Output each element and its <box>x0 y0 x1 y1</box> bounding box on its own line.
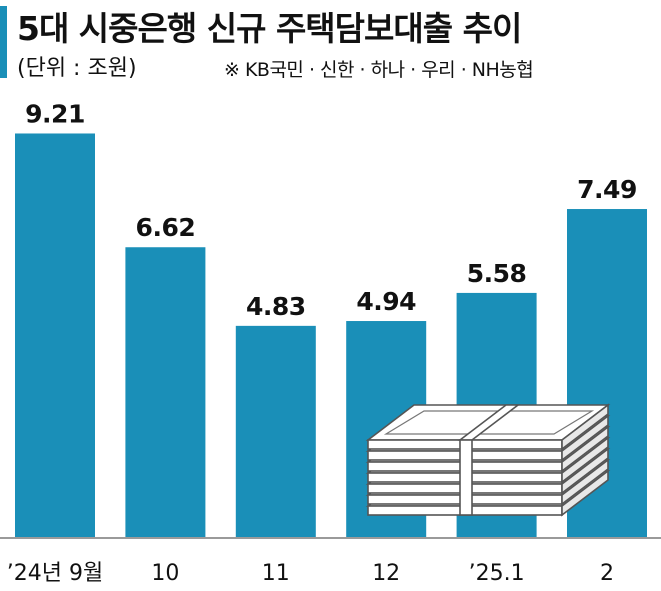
x-tick-label-3: 12 <box>372 561 400 586</box>
banknote-side <box>561 469 609 517</box>
bar-value-label-4: 5.58 <box>467 259 527 288</box>
x-tick-label-1: 10 <box>151 561 179 586</box>
bar-value-label-0: 9.21 <box>25 99 85 128</box>
bar-value-label-1: 6.62 <box>136 213 196 242</box>
bar-value-label-3: 4.94 <box>356 287 416 316</box>
banknote-side <box>561 458 609 506</box>
bar-2 <box>235 325 316 538</box>
x-tick-label-5: 2 <box>600 561 614 586</box>
bar-value-label-5: 7.49 <box>577 175 637 204</box>
x-tick-label-0: ’24년 9월 <box>7 561 103 586</box>
title-accent-bar <box>0 6 7 78</box>
source-note: ※ KB국민 · 신한 · 하나 · 우리 · NH농협 <box>224 59 534 81</box>
bar-1 <box>125 247 206 539</box>
banknote-side <box>561 425 609 473</box>
chart-title: 5대 시중은행 신규 주택담보대출 추이 <box>17 9 522 48</box>
labels-layer: 9.21 ’24년 9월 6.62 10 4.83 11 4.94 12 5.58 ’25.1 7.… <box>7 99 638 586</box>
banknote-side <box>561 403 609 451</box>
money-stack-illustration <box>365 403 611 517</box>
x-tick-label-4: ’25.1 <box>469 561 525 586</box>
bar-value-label-2: 4.83 <box>246 292 306 321</box>
banknote-side <box>561 436 609 484</box>
x-tick-label-2: 11 <box>262 561 290 586</box>
money-band-front <box>459 439 473 516</box>
banknote-side <box>561 447 609 495</box>
unit-label: (단위 : 조원) <box>17 56 137 81</box>
bar-0 <box>15 133 95 538</box>
banknote-side <box>561 414 609 462</box>
banknote-pattern <box>383 410 595 435</box>
